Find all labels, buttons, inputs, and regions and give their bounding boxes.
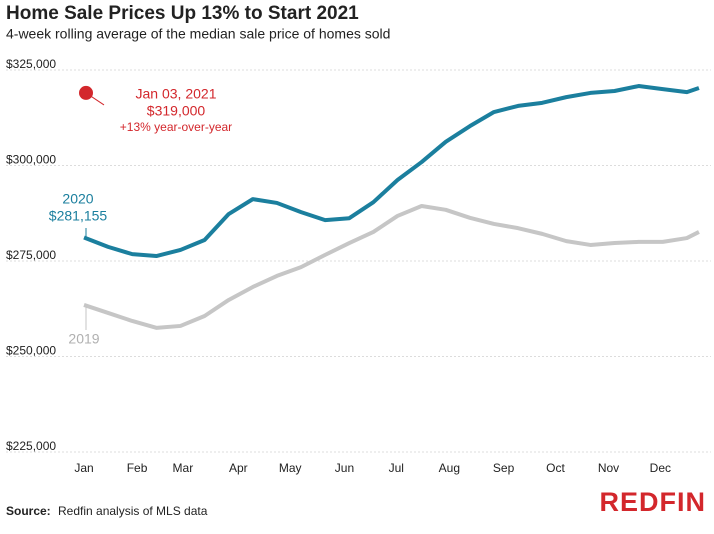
highlight-leader (85, 92, 105, 106)
y-tick-label: $250,000 (6, 344, 56, 358)
series-line (83, 84, 700, 259)
series-label: 2019 (68, 331, 99, 347)
x-tick-label: May (279, 461, 302, 475)
y-tick-label: $300,000 (6, 153, 56, 167)
highlight-date: Jan 03, 2021 (136, 86, 217, 102)
highlight-note: +13% year-over-year (120, 120, 232, 134)
x-tick-label: Oct (546, 461, 565, 475)
x-tick-label: Apr (229, 461, 248, 475)
series-label: 2020 (62, 191, 93, 207)
logo: REDFIN (600, 487, 707, 517)
highlight-value: $319,000 (147, 103, 206, 119)
y-tick-label: $275,000 (6, 248, 56, 262)
source-text: Redfin analysis of MLS data (58, 504, 208, 518)
chart-title: Home Sale Prices Up 13% to Start 2021 (6, 3, 359, 24)
y-tick-label: $325,000 (6, 57, 56, 71)
x-tick-label: Mar (173, 461, 194, 475)
x-tick-label: Aug (439, 461, 460, 475)
series-value-label: $281,155 (49, 208, 108, 224)
x-tick-label: Jun (335, 461, 354, 475)
y-tick-label: $225,000 (6, 439, 56, 453)
source-label: Source: (6, 504, 51, 518)
x-tick-label: Nov (598, 461, 619, 475)
x-tick-label: Jul (389, 461, 404, 475)
series-line (83, 203, 700, 330)
x-tick-label: Sep (493, 461, 515, 475)
chart-subtitle: 4-week rolling average of the median sal… (6, 26, 390, 42)
x-tick-label: Jan (74, 461, 93, 475)
x-tick-label: Dec (650, 461, 671, 475)
x-tick-label: Feb (127, 461, 148, 475)
